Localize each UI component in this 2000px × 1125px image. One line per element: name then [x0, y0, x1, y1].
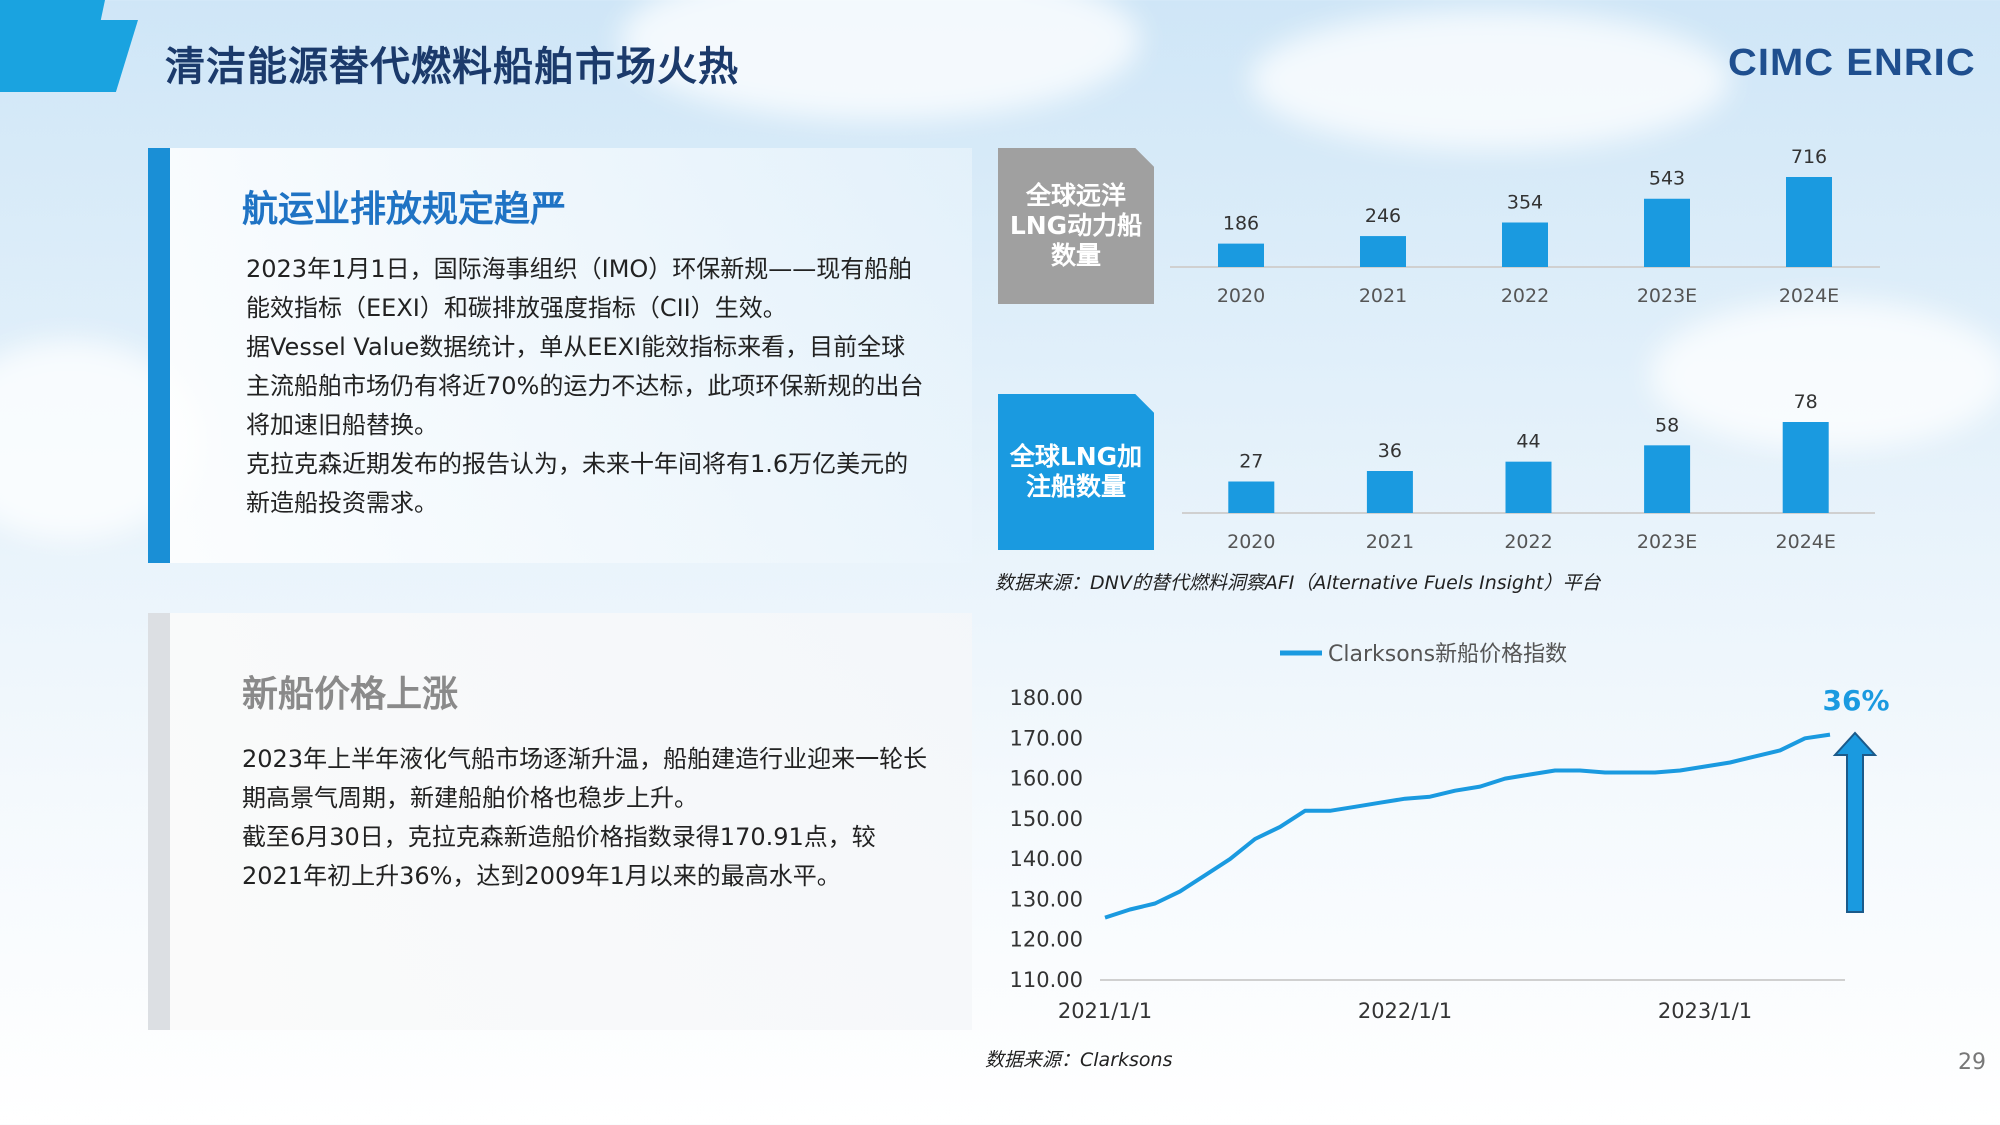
y-tick-label: 120.00 [1010, 928, 1083, 952]
y-tick-label: 160.00 [1010, 767, 1083, 791]
bar [1218, 243, 1264, 267]
bar [1644, 445, 1691, 513]
data-label: 716 [1791, 146, 1827, 168]
title-accent-bar [0, 20, 138, 92]
bar [1228, 481, 1275, 513]
tick-label: 2021 [1366, 531, 1414, 553]
section-panel-ship-price [148, 613, 972, 1030]
line-chart-clarksons: Clarksons新船价格指数 110.00 120.00 130.00 140.00 1… [1010, 642, 1890, 1023]
section-accent-bar [148, 148, 170, 563]
paragraph: 克拉克森近期发布的报告认为，未来十年间将有1.6万亿美元的新造船投资需求。 [246, 450, 909, 517]
tick-label: 2023E [1637, 285, 1697, 307]
chart-label-lng-ships: 全球远洋LNG动力船数量 [998, 148, 1154, 304]
data-source-clarksons: 数据来源：Clarksons [985, 1049, 1173, 1071]
data-source-dnv: 数据来源：DNV的替代燃料洞察AFI（Alternative Fuels Ins… [995, 572, 1601, 594]
data-label: 36 [1378, 440, 1402, 462]
data-label: 246 [1365, 205, 1401, 227]
legend-label: Clarksons新船价格指数 [1328, 642, 1567, 667]
tick-label: 2022 [1501, 285, 1549, 307]
tick-label: 2023E [1637, 531, 1697, 553]
bar-chart-lng-ships: 186 2020 246 2021 354 2022 543 2023E 716 2024E [1170, 146, 1880, 307]
data-label: 78 [1794, 391, 1818, 413]
bar-chart-lng-bunkering: 27 2020 36 2021 44 2022 58 2023E 78 2024E [1182, 391, 1875, 553]
page-number: 29 [1958, 1050, 1986, 1075]
data-label: 44 [1516, 431, 1540, 453]
y-tick-label: 110.00 [1010, 968, 1083, 992]
growth-annotation: 36% [1822, 684, 1889, 717]
y-tick-label: 170.00 [1010, 726, 1083, 750]
bar [1360, 236, 1406, 267]
section-text-ship-price: 2023年上半年液化气船市场逐渐升温，船舶建造行业迎来一轮长期高景气周期，新建船… [242, 740, 932, 896]
data-label: 58 [1655, 414, 1679, 436]
bar [1644, 198, 1690, 267]
y-tick-label: 140.00 [1010, 847, 1083, 871]
tick-label: 2020 [1217, 285, 1265, 307]
bar [1366, 471, 1413, 513]
tick-label: 2020 [1227, 531, 1275, 553]
paragraph: 2023年上半年液化气船市场逐渐升温，船舶建造行业迎来一轮长期高景气周期，新建船… [242, 745, 928, 812]
title-accent-shape [0, 0, 105, 20]
cloud-decoration [1250, 10, 1730, 150]
data-label: 186 [1223, 213, 1259, 235]
section-text-emissions: 2023年1月1日，国际海事组织（IMO）环保新规——现有船舶能效指标（EEXI… [246, 250, 926, 523]
series-line [1104, 732, 1831, 920]
growth-arrow-icon [1832, 731, 1878, 913]
paragraph: 据Vessel Value数据统计，单从EEXI能效指标来看，目前全球主流船舶市… [246, 333, 924, 439]
company-logo: CIMC ENRIC [1728, 42, 1976, 84]
y-tick-label: 180.00 [1010, 686, 1083, 710]
x-tick-label: 2023/1/1 [1658, 999, 1752, 1023]
chart-label-lng-bunkering: 全球LNG加注船数量 [998, 394, 1154, 550]
x-tick-label: 2021/1/1 [1058, 999, 1152, 1023]
bar [1782, 422, 1829, 513]
bar [1502, 222, 1548, 267]
data-label: 27 [1239, 451, 1263, 473]
tick-label: 2024E [1779, 285, 1839, 307]
bar [1505, 461, 1552, 513]
section-title-ship-price: 新船价格上涨 [242, 674, 459, 715]
tick-label: 2021 [1359, 285, 1407, 307]
bar [1786, 177, 1832, 267]
section-accent-bar [148, 613, 170, 1030]
tick-label: 2022 [1504, 531, 1552, 553]
page-title: 清洁能源替代燃料船舶市场火热 [165, 44, 739, 90]
y-tick-label: 150.00 [1010, 807, 1083, 831]
tick-label: 2024E [1776, 531, 1836, 553]
y-tick-label: 130.00 [1010, 887, 1083, 911]
paragraph: 2023年1月1日，国际海事组织（IMO）环保新规——现有船舶能效指标（EEXI… [246, 255, 913, 322]
section-panel-emissions [148, 148, 972, 563]
paragraph: 截至6月30日，克拉克森新造船价格指数录得170.91点，较2021年初上升36… [242, 823, 876, 890]
x-tick-label: 2022/1/1 [1358, 999, 1452, 1023]
data-label: 354 [1507, 192, 1543, 214]
section-title-emissions: 航运业排放规定趋严 [242, 189, 567, 230]
data-label: 543 [1649, 168, 1685, 190]
